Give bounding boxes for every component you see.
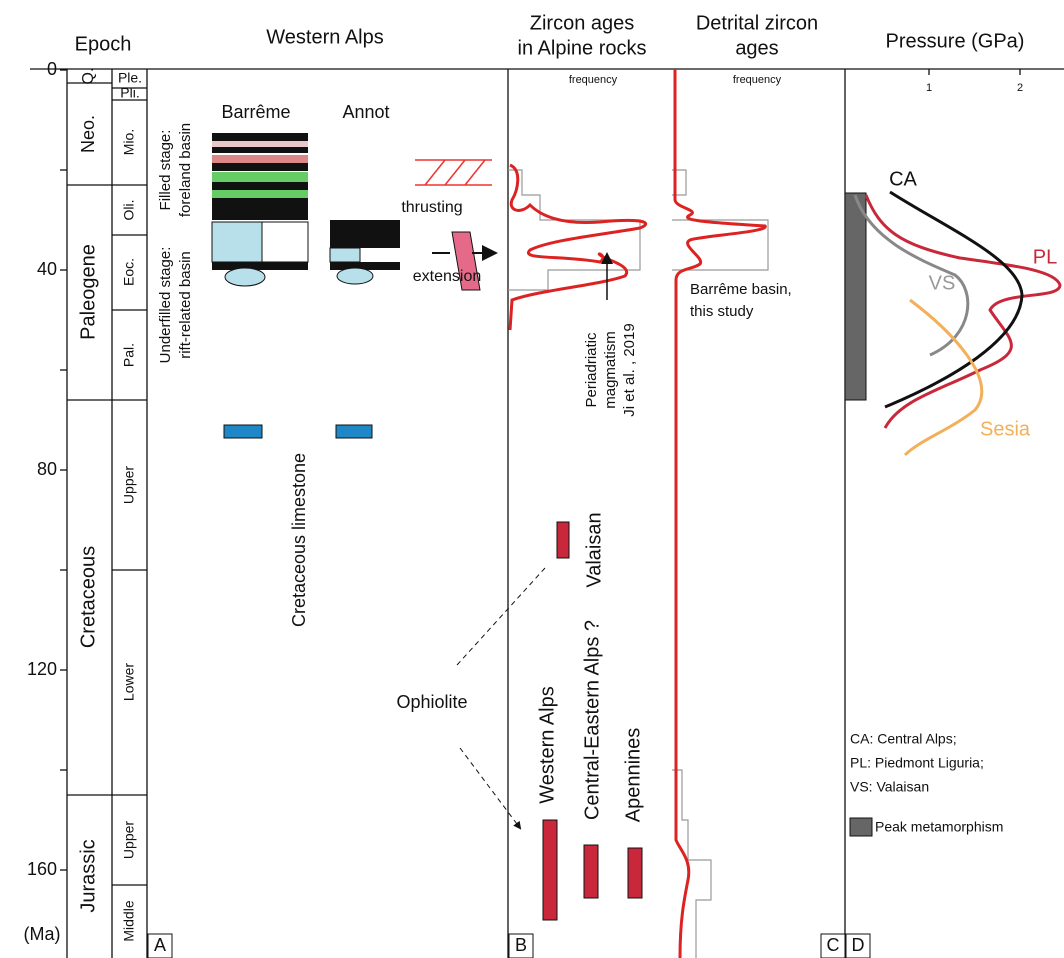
locality: Annot xyxy=(342,102,389,122)
arrow xyxy=(457,568,545,828)
curve-label: VS xyxy=(929,272,956,294)
epoch-label: Pal. xyxy=(121,343,137,367)
ophiolite-name: Apennines xyxy=(622,728,644,823)
tick-label: 80 xyxy=(37,459,57,479)
era-label: Paleogene xyxy=(77,244,99,340)
axis-unit: (Ma) xyxy=(24,924,61,944)
legend-text: PL: Piedmont Liguria; xyxy=(850,755,984,771)
frequency-label: frequency xyxy=(733,74,782,86)
legend-text: Peak metamorphism xyxy=(875,819,1003,835)
process-label: extension xyxy=(413,268,482,285)
detrital-plot xyxy=(672,69,768,958)
tick-label: 40 xyxy=(37,259,57,279)
curve-label: PL xyxy=(1033,246,1057,268)
magmatism-label: magmatism xyxy=(602,331,619,409)
tick-label: 120 xyxy=(27,659,57,679)
era-label: Q. xyxy=(80,68,97,85)
epoch-label: Oli. xyxy=(121,200,137,221)
era-label: Jurassic xyxy=(77,839,99,912)
ophiolite-name: Western Alps xyxy=(536,686,558,803)
tick-label: 160 xyxy=(27,859,57,879)
epoch-label: Upper xyxy=(121,466,137,504)
note: this study xyxy=(690,303,754,320)
curve-label: CA xyxy=(889,168,917,190)
epoch-label: Mio. xyxy=(121,129,137,155)
panel-letter: D xyxy=(852,935,865,955)
magmatism-label: Periadriatic xyxy=(583,332,600,408)
header: ages xyxy=(735,37,778,59)
header: Zircon ages xyxy=(530,12,635,34)
epoch-label: Lower xyxy=(121,663,137,701)
magmatism-label: Ji et al. , 2019 xyxy=(621,323,638,416)
era-label: Neo. xyxy=(78,115,98,153)
ophiolite-name: Valaisan xyxy=(583,512,605,587)
stage-label: foreland basin xyxy=(177,123,194,217)
header: Western Alps xyxy=(266,26,383,48)
panel-letters xyxy=(148,934,870,958)
panel-letter: A xyxy=(154,935,166,955)
strat-column xyxy=(212,133,494,438)
page: {"axis":{"ticks":[0,40,80,120,160],"unit… xyxy=(0,0,1064,958)
tick-label: 0 xyxy=(47,59,57,79)
epoch-label: Middle xyxy=(121,900,137,941)
panel-letter: C xyxy=(827,935,840,955)
pressure-tick: 2 xyxy=(1017,82,1023,94)
header: Detrital zircon xyxy=(696,12,818,34)
stage-label: rift-related basin xyxy=(177,251,194,359)
curve-label: Sesia xyxy=(980,418,1031,440)
pressure-tick: 1 xyxy=(926,82,932,94)
epoch-label: Upper xyxy=(121,821,137,859)
legend-text: VS: Valaisan xyxy=(850,779,929,795)
ophiolite-label: Ophiolite xyxy=(396,692,467,712)
header: Epoch xyxy=(75,33,132,55)
ophiolite-name: Central-Eastern Alps ? xyxy=(581,620,603,820)
header: in Alpine rocks xyxy=(518,37,647,59)
frequency-label: frequency xyxy=(569,74,618,86)
header: Pressure (GPa) xyxy=(886,30,1025,52)
epoch-label: Pli. xyxy=(120,85,139,101)
note: Barrême basin, xyxy=(690,281,792,298)
figure: Epoch Western Alps Zircon ages in Alpine… xyxy=(0,0,1064,958)
epoch-label: Eoc. xyxy=(121,258,137,286)
limestone-label: Cretaceous limestone xyxy=(289,453,309,627)
stage-label: Underfilled stage: xyxy=(157,247,174,364)
legend-text: CA: Central Alps; xyxy=(850,731,957,747)
epoch-label: Ple. xyxy=(118,70,142,86)
locality: Barrême xyxy=(221,102,290,122)
era-label: Cretaceous xyxy=(77,546,99,648)
process-label: thrusting xyxy=(401,199,462,216)
stage-label: Filled stage: xyxy=(157,130,174,211)
panel-letter: B xyxy=(515,935,527,955)
